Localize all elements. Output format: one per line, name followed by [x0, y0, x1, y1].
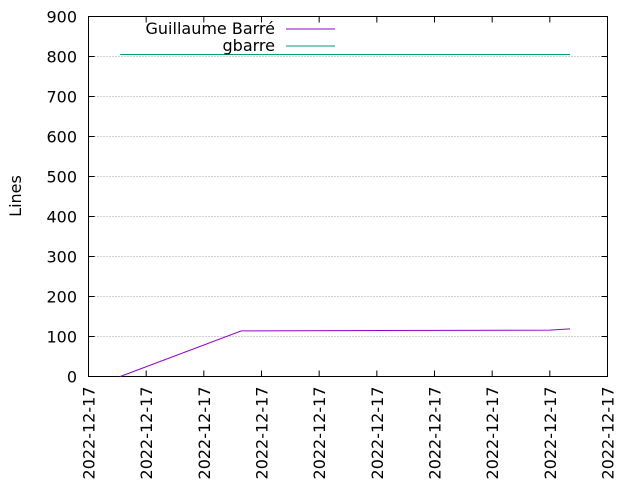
y-tick-label: 600: [46, 128, 77, 147]
y-axis: 0 100 200 300 400 500 600 700 800 900: [46, 8, 608, 387]
y-tick-label: 100: [46, 328, 77, 347]
x-tick-label: 2022-12-17: [368, 387, 387, 480]
legend-label-1: gbarre: [223, 36, 275, 55]
x-tick-label: 2022-12-17: [195, 387, 214, 480]
y-tick-label: 400: [46, 208, 77, 227]
grid-lines: [88, 56, 608, 337]
y-tick-label: 800: [46, 48, 77, 67]
x-tick-label: 2022-12-17: [426, 387, 445, 480]
plot-area-border: [88, 16, 608, 377]
y-tick-label: 700: [46, 88, 77, 107]
y-tick-label: 300: [46, 248, 77, 267]
x-tick-label: 2022-12-17: [541, 387, 560, 480]
y-tick-label: 200: [46, 288, 77, 307]
y-tick-label: 900: [46, 8, 77, 27]
x-tick-label: 2022-12-17: [599, 387, 618, 480]
x-tick-label: 2022-12-17: [310, 387, 329, 480]
series-lines: [120, 54, 571, 377]
y-tick-label: 500: [46, 168, 77, 187]
x-axis: 2022-12-17 2022-12-17 2022-12-17 2022-12-17…: [80, 16, 618, 480]
x-tick-label: 2022-12-17: [483, 387, 502, 480]
x-tick-label: 2022-12-17: [80, 387, 99, 480]
x-tick-label: 2022-12-17: [253, 387, 272, 480]
y-tick-label: 0: [67, 368, 77, 387]
series-line-0: [120, 328, 571, 377]
legend-label-0: Guillaume Barré: [146, 19, 275, 38]
y-axis-label: Lines: [6, 175, 25, 217]
x-tick-label: 2022-12-17: [137, 387, 156, 480]
